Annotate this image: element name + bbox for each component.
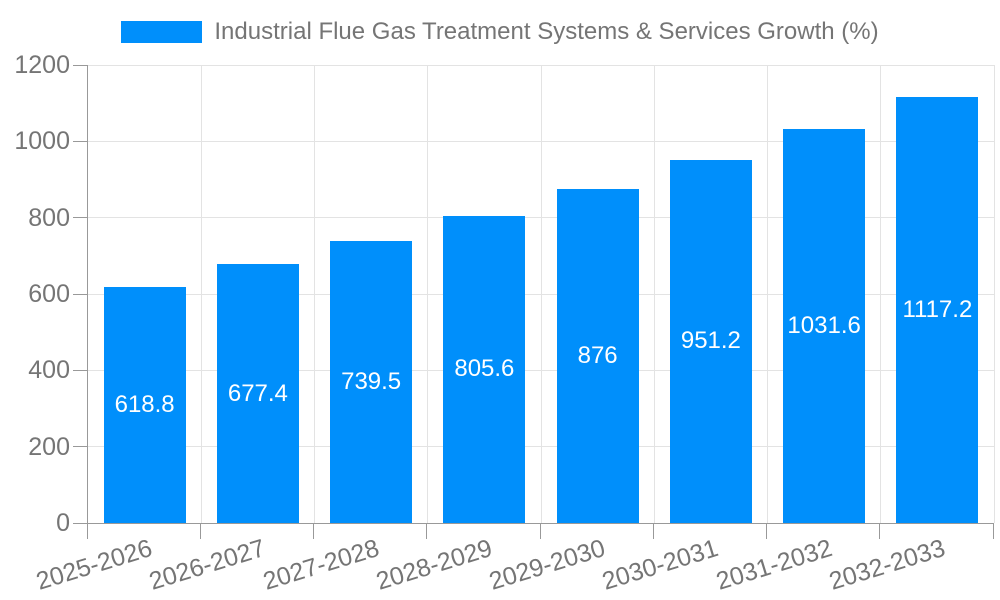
bar[interactable]: 805.6 xyxy=(443,215,526,523)
y-axis-tick-label: 600 xyxy=(28,280,70,308)
v-gridline xyxy=(993,65,995,523)
plot-area: 618.8 677.4 739.5 805.6 876 951.2 1031.6 1117.2 xyxy=(87,64,995,524)
x-axis-tick xyxy=(766,524,767,539)
x-axis-tick xyxy=(992,524,994,539)
chart-legend: Industrial Flue Gas Treatment Systems & … xyxy=(0,18,1000,46)
x-axis-tick xyxy=(426,524,428,539)
y-axis-tick-label: 800 xyxy=(28,203,70,232)
v-gridline xyxy=(767,65,768,523)
v-gridline xyxy=(427,65,429,523)
x-axis-tick xyxy=(86,524,88,539)
x-axis-category-label: 2029-2030 xyxy=(485,534,609,596)
x-axis-tick xyxy=(539,524,541,539)
bar[interactable]: 739.5 xyxy=(330,240,413,523)
x-axis-category-label: 2032-2033 xyxy=(825,534,949,596)
y-axis-tick xyxy=(73,140,87,142)
x-axis-category-label: 2031-2032 xyxy=(712,534,836,596)
y-axis-tick-label: 400 xyxy=(28,356,70,385)
x-axis-category-label: 2025-2026 xyxy=(32,534,156,596)
y-axis-tick xyxy=(73,522,87,524)
x-axis-tick xyxy=(313,524,314,539)
y-axis-tick xyxy=(73,293,87,295)
x-axis-category-label: 2027-2028 xyxy=(259,534,383,596)
bar[interactable]: 1117.2 xyxy=(896,96,979,523)
bar-value-label: 739.5 xyxy=(341,367,402,395)
x-axis-tick xyxy=(879,524,881,539)
y-axis-tick xyxy=(73,64,87,66)
bar-value-label: 677.4 xyxy=(227,379,288,407)
legend-item[interactable]: Industrial Flue Gas Treatment Systems & … xyxy=(121,18,879,46)
x-axis-tick xyxy=(652,524,654,539)
y-axis-tick-label: 1000 xyxy=(14,127,70,156)
v-gridline xyxy=(880,65,882,523)
bar-value-label: 805.6 xyxy=(454,355,515,383)
bar[interactable]: 618.8 xyxy=(103,286,186,523)
bar-value-label: 1117.2 xyxy=(902,295,973,323)
bar-value-label: 618.8 xyxy=(114,390,175,418)
v-gridline xyxy=(653,65,655,523)
bar-value-label: 876 xyxy=(577,341,618,369)
y-axis-tick-label: 0 xyxy=(56,509,70,537)
bar[interactable]: 876 xyxy=(556,188,639,523)
v-gridline xyxy=(200,65,202,523)
bar-value-label: 951.2 xyxy=(680,327,741,355)
v-gridline xyxy=(540,65,542,523)
v-gridline xyxy=(314,65,315,523)
y-axis-tick-label: 200 xyxy=(28,432,70,461)
legend-swatch-icon xyxy=(121,21,203,43)
x-axis-category-label: 2026-2027 xyxy=(146,534,269,596)
x-axis-category-label: 2030-2031 xyxy=(599,534,722,596)
y-axis-tick xyxy=(73,446,87,448)
bar-value-label: 1031.6 xyxy=(787,312,861,340)
y-axis-tick xyxy=(73,369,87,371)
y-axis-tick xyxy=(73,217,87,219)
legend-label: Industrial Flue Gas Treatment Systems & … xyxy=(214,18,879,45)
bar[interactable]: 1031.6 xyxy=(783,129,866,523)
x-axis-tick xyxy=(199,524,201,539)
bar[interactable]: 677.4 xyxy=(216,264,299,523)
x-axis-category-label: 2028-2029 xyxy=(372,534,496,596)
y-axis-tick-label: 1200 xyxy=(14,51,70,79)
bar[interactable]: 951.2 xyxy=(669,159,752,523)
